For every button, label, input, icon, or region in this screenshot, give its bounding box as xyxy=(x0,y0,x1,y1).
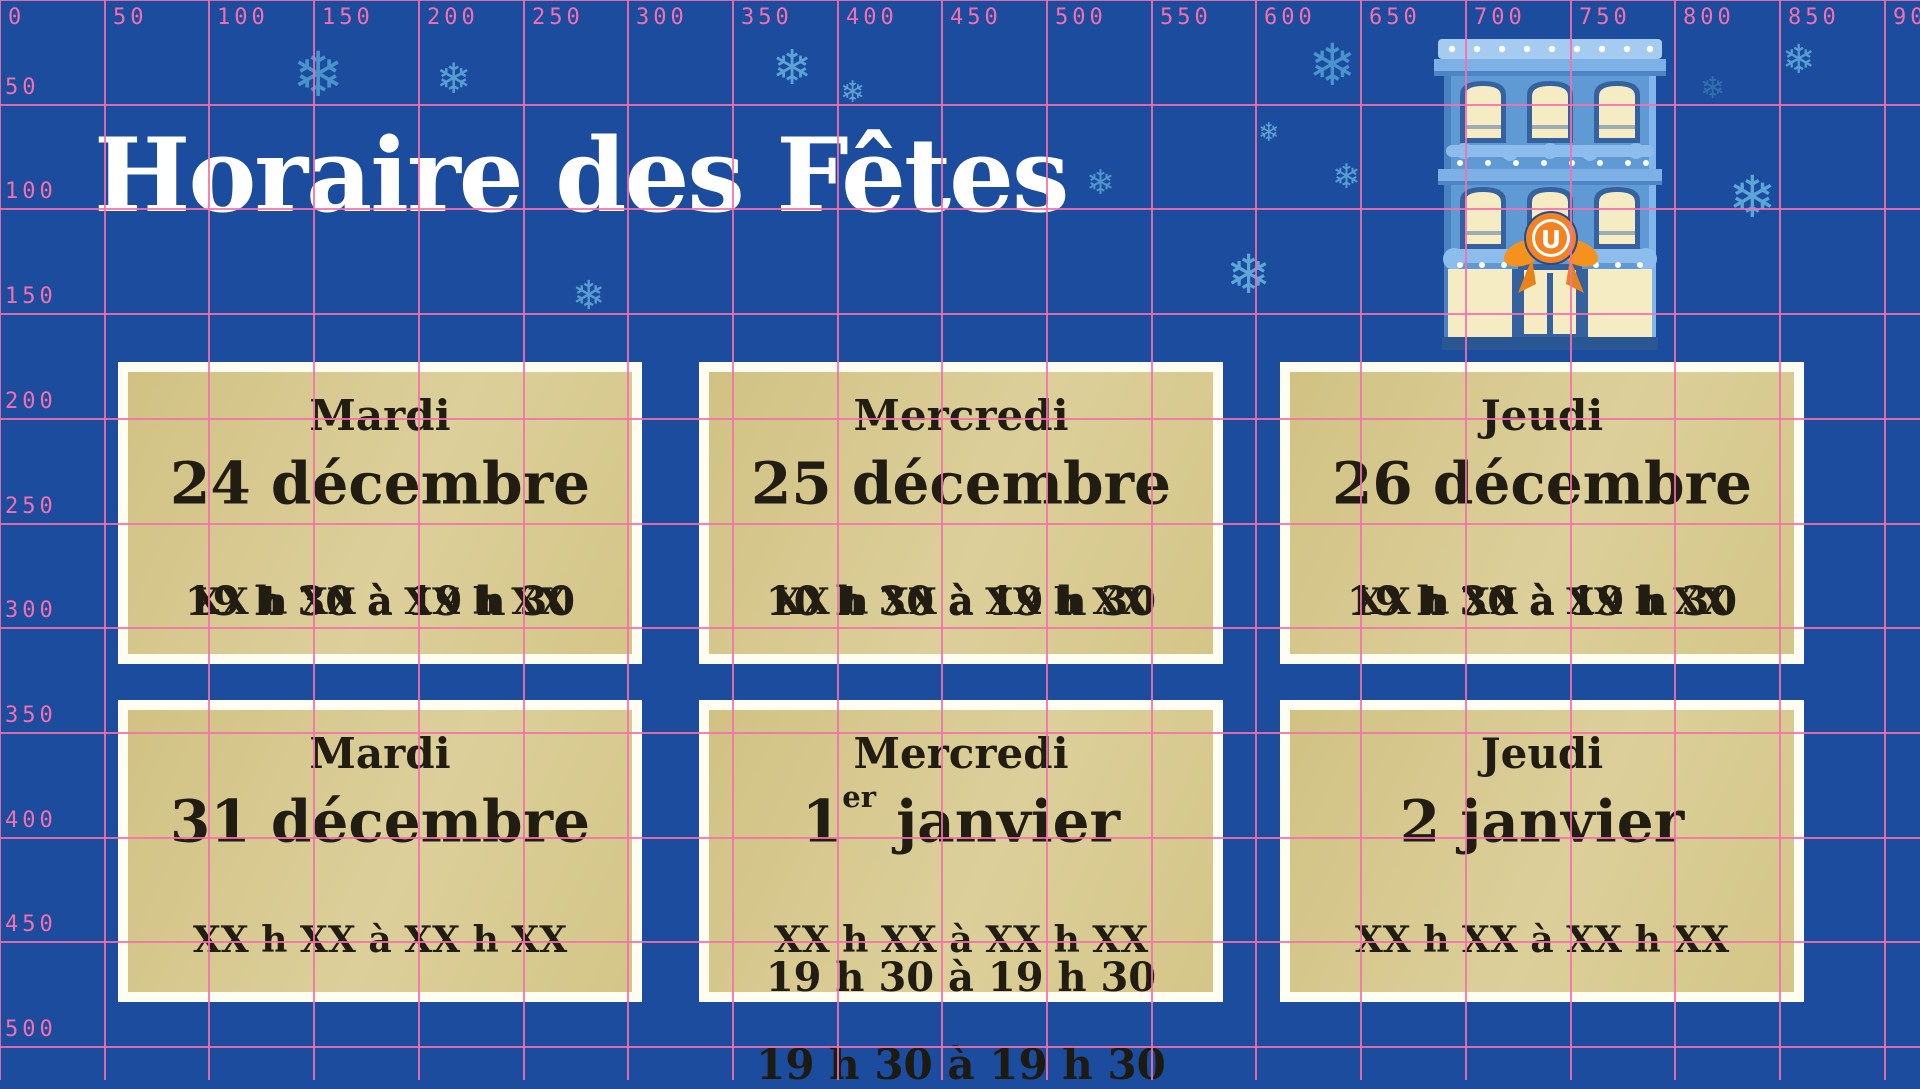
schedule-card-1-jan: Mercredi 1er janvier XX h XX à XX h XX 1… xyxy=(699,700,1223,1002)
card-day: Jeudi xyxy=(1480,729,1604,778)
time-placeholder: XX h XX à XX h XX xyxy=(773,919,1149,961)
time-value: 19 h 30 à 19 h 30 xyxy=(184,578,576,625)
grid-ruler-label: 700 xyxy=(1474,5,1526,30)
time-value: 19 h 30 à 19 h 30 xyxy=(765,954,1157,1001)
grid-ruler-label: 550 xyxy=(1160,5,1212,30)
time-placeholder: XX h XX à XX h XX xyxy=(1354,919,1730,961)
card-day: Jeudi xyxy=(1480,391,1604,440)
grid-line xyxy=(0,0,1,1080)
snowflake-icon: ❄ xyxy=(1258,118,1280,148)
card-date: 24 décembre xyxy=(170,449,590,518)
grid-ruler-label: 500 xyxy=(1055,5,1107,30)
grid-line xyxy=(1255,0,1257,1080)
grid-ruler-label: 50 xyxy=(113,5,148,30)
card-date: 26 décembre xyxy=(1332,449,1752,518)
store-logo-letter: U xyxy=(1541,225,1561,254)
grid-ruler-label: 200 xyxy=(427,5,479,30)
card-day: Mardi xyxy=(309,729,451,778)
grid-ruler-label: 450 xyxy=(5,912,57,937)
schedule-card-26-dec: Jeudi 26 décembre XX h XX à XX h XX 19 h… xyxy=(1280,362,1804,664)
building-roof xyxy=(1434,39,1666,76)
time-value: 19 h 30 à 19 h 30 xyxy=(1346,578,1738,625)
grid-ruler-label: 300 xyxy=(636,5,688,30)
card-day: Mercredi xyxy=(853,729,1069,778)
building-garland xyxy=(1438,143,1662,185)
schedule-card-2-jan: Jeudi 2 janvier XX h XX à XX h XX xyxy=(1280,700,1804,1002)
grid-ruler-label: 600 xyxy=(1264,5,1316,30)
snowflake-icon: ❄ xyxy=(292,38,344,111)
card-date: 31 décembre xyxy=(170,787,590,856)
time-value: 10 h 30 à 19 h 30 xyxy=(765,578,1157,625)
grid-ruler-label: 150 xyxy=(322,5,374,30)
grid-ruler-label: 250 xyxy=(5,494,57,519)
snowflake-icon: ❄ xyxy=(1332,157,1361,197)
time-placeholder: XX h XX à XX h XX xyxy=(192,919,568,961)
card-day: Mercredi xyxy=(853,391,1069,440)
snowflake-icon: ❄ xyxy=(572,273,606,319)
schedule-card-25-dec: Mercredi 25 décembre XX h XX à XX h XX 1… xyxy=(699,362,1223,664)
snowflake-icon: ❄ xyxy=(1226,243,1272,306)
store-building-illustration: U xyxy=(1434,39,1666,350)
snowflake-icon: ❄ xyxy=(436,54,472,103)
grid-ruler-label: 0 xyxy=(8,5,26,30)
card-day: Mardi xyxy=(309,391,451,440)
card-date: 25 décembre xyxy=(751,449,1171,518)
grid-ruler-label: 900 xyxy=(1893,5,1920,30)
card-date: 1er janvier xyxy=(801,779,1121,856)
snowflake-icon: ❄ xyxy=(840,75,866,110)
grid-ruler-label: 800 xyxy=(1683,5,1735,30)
grid-ruler-label: 750 xyxy=(1579,5,1631,30)
time-placeholder: XX h XX à XX h XX xyxy=(1354,581,1730,623)
grid-line xyxy=(1884,0,1886,1080)
store-logo-badge: U xyxy=(1504,211,1598,293)
snowflake-icon: ❄ xyxy=(1086,163,1115,203)
grid-ruler-label: 850 xyxy=(1788,5,1840,30)
grid-ruler-label: 400 xyxy=(846,5,898,30)
grid-ruler-label: 50 xyxy=(5,75,40,100)
building-storefront xyxy=(1442,264,1658,350)
time-placeholder: XX h XX à XX h XX xyxy=(192,581,568,623)
grid-line xyxy=(0,0,1920,1)
grid-ruler-label: 450 xyxy=(950,5,1002,30)
snowflake-icon: ❄ xyxy=(1700,71,1726,106)
overflow-time-text: 19 h 30 à 19 h 30 xyxy=(756,1040,1166,1089)
grid-ruler-label: 100 xyxy=(217,5,269,30)
page-title: Horaire des Fêtes xyxy=(94,116,1069,236)
time-placeholder: XX h XX à XX h XX xyxy=(773,581,1149,623)
ordinal-superscript: er xyxy=(842,779,876,814)
grid-ruler-label: 350 xyxy=(5,703,57,728)
snowflake-icon: ❄ xyxy=(1728,163,1777,231)
grid-ruler-label: 300 xyxy=(5,598,57,623)
grid-ruler-label: 150 xyxy=(5,284,57,309)
grid-ruler-label: 500 xyxy=(5,1017,57,1042)
grid-ruler-label: 250 xyxy=(532,5,584,30)
snowflake-icon: ❄ xyxy=(772,40,813,96)
snowflake-icon: ❄ xyxy=(1308,31,1357,99)
snowflake-icon: ❄ xyxy=(1782,37,1816,83)
grid-ruler-label: 100 xyxy=(5,179,57,204)
card-date: 2 janvier xyxy=(1399,787,1685,856)
schedule-card-24-dec: Mardi 24 décembre XX h XX à XX h XX 19 h… xyxy=(118,362,642,664)
grid-ruler-label: 400 xyxy=(5,808,57,833)
building-garland-lower xyxy=(1443,248,1657,270)
grid-ruler-label: 200 xyxy=(5,389,57,414)
grid-ruler-label: 650 xyxy=(1369,5,1421,30)
grid-ruler-label: 350 xyxy=(741,5,793,30)
schedule-card-31-dec: Mardi 31 décembre XX h XX à XX h XX xyxy=(118,700,642,1002)
